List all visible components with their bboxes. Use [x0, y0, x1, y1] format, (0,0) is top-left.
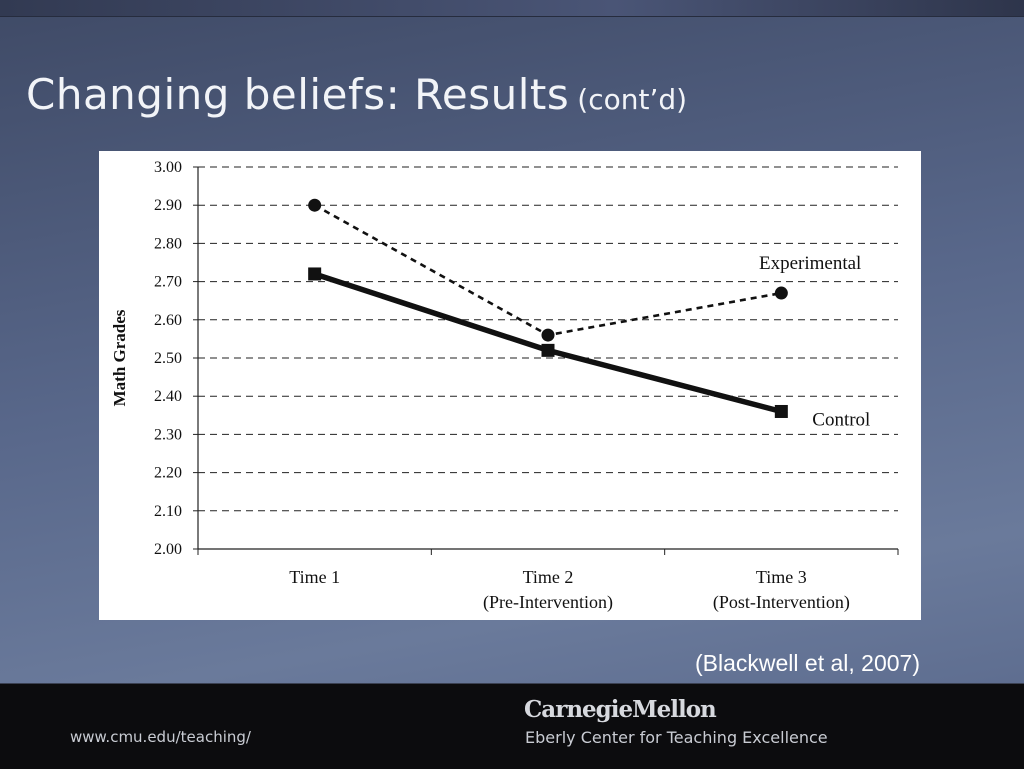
- y-tick-label: 2.00: [154, 541, 182, 558]
- y-tick-label: 2.70: [154, 274, 182, 291]
- experimental-point: [774, 286, 788, 300]
- control-point: [541, 343, 555, 357]
- control-point: [774, 404, 788, 418]
- x-tick-label: Time 2: [523, 567, 574, 587]
- x-tick-label: Time 3: [756, 567, 807, 587]
- y-tick-label: 2.10: [154, 503, 182, 520]
- control-point: [308, 267, 322, 281]
- y-tick-label: 2.30: [154, 426, 182, 443]
- experimental-point: [541, 328, 555, 342]
- slide-title-suffix: (cont’d): [577, 83, 688, 116]
- footer-center-name: Eberly Center for Teaching Excellence: [525, 728, 828, 747]
- citation: (Blackwell et al, 2007): [695, 650, 920, 676]
- y-tick-label: 2.60: [154, 312, 182, 329]
- top-strip: [0, 0, 1024, 17]
- chart-container: 3.00 2.90 2.80 2.70 2.60 2.50 2.40 2.30 2.20 2.10…: [99, 151, 921, 620]
- y-tick-label: 3.00: [154, 159, 182, 176]
- y-axis-label: Math Grades: [110, 309, 129, 406]
- y-tick-label: 2.50: [154, 350, 182, 367]
- footer-url-link[interactable]: www.cmu.edu/teaching/: [70, 728, 251, 746]
- y-tick-label: 2.90: [154, 197, 182, 214]
- control-series-line: [313, 271, 783, 415]
- y-tick-label: 2.80: [154, 235, 182, 252]
- x-tick-label: (Pre-Intervention): [483, 592, 613, 613]
- slide-title: Changing beliefs: Results (cont’d): [26, 70, 687, 130]
- line-chart: 3.00 2.90 2.80 2.70 2.60 2.50 2.40 2.30 2.20 2.10…: [110, 159, 899, 613]
- experimental-series-line: [314, 204, 782, 337]
- footer-bar: CarnegieMellon www.cmu.edu/teaching/ Ebe…: [0, 683, 1024, 769]
- x-tick-label: Time 1: [289, 567, 340, 587]
- control-series-label: Control: [812, 409, 870, 430]
- y-tick-label: 2.40: [154, 388, 182, 405]
- slide-title-main: Changing beliefs: Results: [26, 70, 570, 119]
- carnegie-mellon-logo: CarnegieMellon: [524, 696, 717, 723]
- experimental-point: [308, 198, 322, 212]
- x-tick-label: (Post-Intervention): [713, 592, 850, 613]
- y-tick-label: 2.20: [154, 465, 182, 482]
- experimental-series-label: Experimental: [759, 253, 861, 274]
